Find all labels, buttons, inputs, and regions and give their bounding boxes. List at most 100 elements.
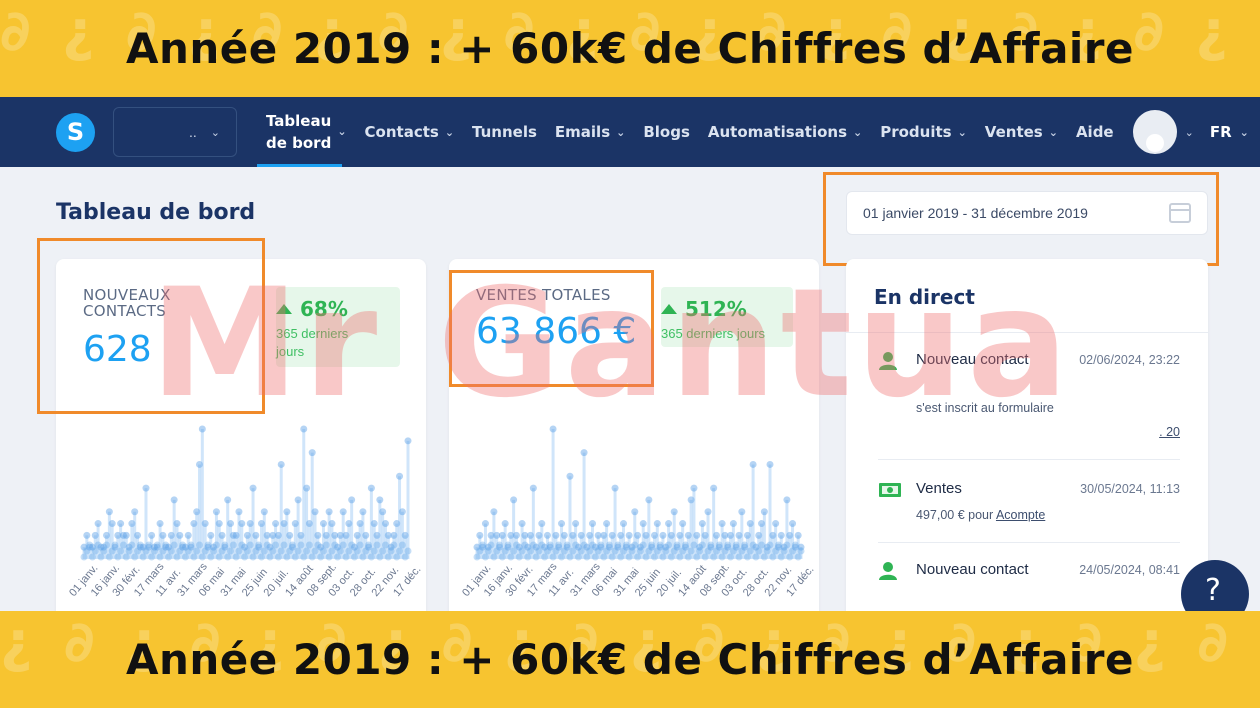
chart-point[interactable] xyxy=(541,543,549,551)
chart-point[interactable] xyxy=(597,543,605,551)
chart-point[interactable] xyxy=(88,543,96,551)
chart-point[interactable] xyxy=(401,531,409,539)
chart-point[interactable] xyxy=(794,531,802,539)
chart-point[interactable] xyxy=(159,531,167,539)
chart-point[interactable] xyxy=(476,531,484,539)
chart-point[interactable] xyxy=(379,508,387,516)
chart-point[interactable] xyxy=(86,543,94,551)
chart-point[interactable] xyxy=(241,543,249,551)
nav-item-products[interactable]: Produits ⌄ xyxy=(871,97,976,167)
chart-point[interactable] xyxy=(783,496,791,504)
chart-point[interactable] xyxy=(591,543,599,551)
nav-item-help[interactable]: Aide xyxy=(1067,97,1123,167)
chart-point[interactable] xyxy=(518,520,526,528)
chart-point[interactable] xyxy=(308,449,316,457)
chart-point[interactable] xyxy=(235,508,243,516)
language-select[interactable]: FR ⌄ xyxy=(1210,123,1249,141)
chart-point[interactable] xyxy=(797,543,805,551)
chart-point[interactable] xyxy=(145,543,153,551)
chart-point[interactable] xyxy=(715,543,723,551)
chart-point[interactable] xyxy=(572,520,580,528)
chart-point[interactable] xyxy=(634,531,642,539)
chart-point[interactable] xyxy=(687,496,695,504)
chart-point[interactable] xyxy=(176,531,184,539)
chart-point[interactable] xyxy=(229,531,237,539)
chart-point[interactable] xyxy=(552,531,560,539)
chart-point[interactable] xyxy=(600,531,608,539)
live-event[interactable]: Ventes 30/05/2024, 11:13 497,00 € pour A… xyxy=(878,480,1180,540)
chart-point[interactable] xyxy=(735,531,743,539)
chart-point[interactable] xyxy=(569,531,577,539)
chart-point[interactable] xyxy=(218,531,226,539)
chart-point[interactable] xyxy=(348,496,356,504)
event-desc-link[interactable]: Acompte xyxy=(995,508,1046,522)
chart-point[interactable] xyxy=(645,496,653,504)
chart-point[interactable] xyxy=(94,520,102,528)
chart-point[interactable] xyxy=(232,531,240,539)
chart-point[interactable] xyxy=(260,508,268,516)
nav-item-tunnels[interactable]: Tunnels xyxy=(463,97,546,167)
chart-point[interactable] xyxy=(746,520,754,528)
chart-point[interactable] xyxy=(393,520,401,528)
chart-point[interactable] xyxy=(586,531,594,539)
chart-point[interactable] xyxy=(212,508,220,516)
chart-point[interactable] xyxy=(558,520,566,528)
chart-point[interactable] xyxy=(83,531,91,539)
chart-point[interactable] xyxy=(628,543,636,551)
chart-point[interactable] xyxy=(789,520,797,528)
chart-point[interactable] xyxy=(743,531,751,539)
chart-point[interactable] xyxy=(103,531,111,539)
chart-point[interactable] xyxy=(246,520,254,528)
chart-point[interactable] xyxy=(215,520,223,528)
chart-point[interactable] xyxy=(524,543,532,551)
chart-point[interactable] xyxy=(184,531,192,539)
chart-point[interactable] xyxy=(131,508,139,516)
chart-point[interactable] xyxy=(300,425,308,433)
chart-point[interactable] xyxy=(119,531,127,539)
chart-point[interactable] xyxy=(589,520,597,528)
nav-item-automations[interactable]: Automatisations ⌄ xyxy=(699,97,871,167)
chart-point[interactable] xyxy=(650,531,658,539)
chart-point[interactable] xyxy=(563,543,571,551)
chart-point[interactable] xyxy=(204,543,212,551)
chart-point[interactable] xyxy=(642,531,650,539)
chart-point[interactable] xyxy=(566,472,574,480)
nav-item-blogs[interactable]: Blogs xyxy=(634,97,699,167)
chart-point[interactable] xyxy=(656,543,664,551)
chart-point[interactable] xyxy=(718,520,726,528)
chart-point[interactable] xyxy=(187,543,195,551)
chart-point[interactable] xyxy=(162,543,170,551)
chart-point[interactable] xyxy=(128,520,136,528)
chart-point[interactable] xyxy=(701,531,709,539)
chart-point[interactable] xyxy=(504,543,512,551)
workspace-select[interactable]: .. ⌄ xyxy=(113,107,237,157)
chart-point[interactable] xyxy=(142,484,150,492)
chart-point[interactable] xyxy=(555,543,563,551)
chart-point[interactable] xyxy=(117,520,125,528)
chart-point[interactable] xyxy=(574,543,582,551)
chart-point[interactable] xyxy=(359,508,367,516)
nav-item-contacts[interactable]: Contacts ⌄ xyxy=(356,97,464,167)
chart-point[interactable] xyxy=(373,531,381,539)
chart-point[interactable] xyxy=(156,520,164,528)
chart-point[interactable] xyxy=(170,496,178,504)
chart-point[interactable] xyxy=(210,543,218,551)
chart-point[interactable] xyxy=(277,460,285,468)
chart-point[interactable] xyxy=(732,543,740,551)
chart-point[interactable] xyxy=(521,531,529,539)
chart-point[interactable] xyxy=(611,484,619,492)
chart-point[interactable] xyxy=(269,531,277,539)
chart-point[interactable] xyxy=(622,543,630,551)
chart-point[interactable] xyxy=(603,520,611,528)
chart-point[interactable] xyxy=(758,520,766,528)
chart-point[interactable] xyxy=(125,543,133,551)
chart-point[interactable] xyxy=(342,531,350,539)
chart-point[interactable] xyxy=(696,543,704,551)
chart-point[interactable] xyxy=(490,508,498,516)
chart-point[interactable] xyxy=(201,520,209,528)
chart-point[interactable] xyxy=(583,543,591,551)
chart-point[interactable] xyxy=(207,531,215,539)
chart-point[interactable] xyxy=(322,531,330,539)
chart-point[interactable] xyxy=(196,460,204,468)
user-avatar[interactable] xyxy=(1132,110,1177,154)
